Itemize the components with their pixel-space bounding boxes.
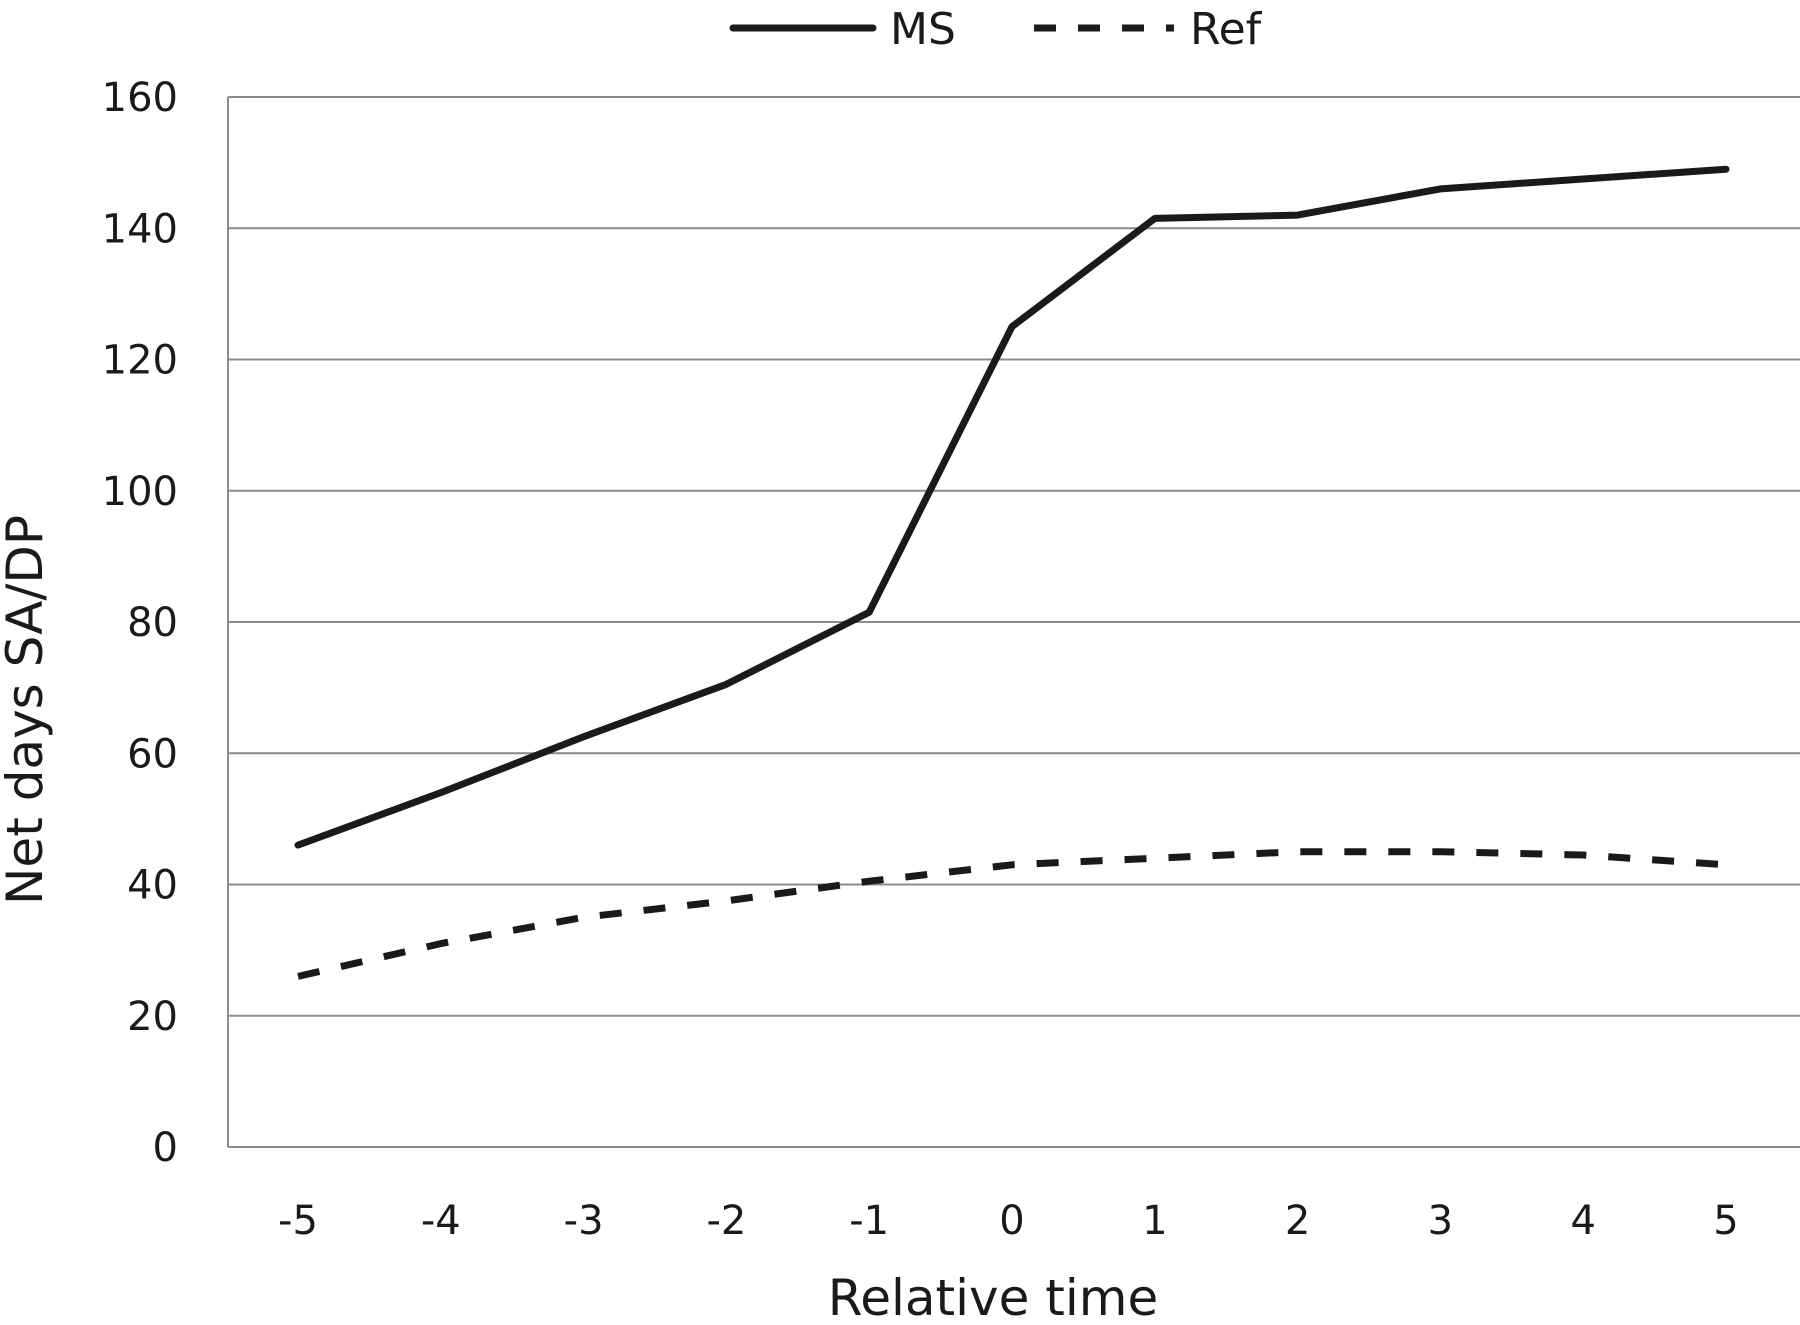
x-tick-label-1: 1 bbox=[1142, 1198, 1167, 1244]
x-tick-label-3: 3 bbox=[1428, 1198, 1453, 1244]
y-tick-labels: 0 20 40 60 80 100 120 140 160 bbox=[102, 75, 178, 1171]
y-tick-label-20: 20 bbox=[127, 994, 178, 1040]
x-tick-label-5: 5 bbox=[1713, 1198, 1738, 1244]
x-tick-labels: -5 -4 -3 -2 -1 0 1 2 3 4 5 bbox=[278, 1198, 1739, 1244]
gridlines bbox=[228, 96, 1800, 1017]
y-tick-label-0: 0 bbox=[153, 1125, 178, 1171]
x-axis-title: Relative time bbox=[828, 1269, 1159, 1325]
x-tick-label-2: 2 bbox=[1285, 1198, 1310, 1244]
y-axis-title: Net days SA/DP bbox=[0, 515, 54, 905]
y-tick-label-80: 80 bbox=[127, 600, 178, 646]
x-tick-label--4: -4 bbox=[421, 1198, 461, 1244]
series-line-ref bbox=[297, 848, 1727, 980]
y-tick-label-100: 100 bbox=[102, 469, 178, 515]
x-tick-label-4: 4 bbox=[1570, 1198, 1595, 1244]
x-tick-label--3: -3 bbox=[564, 1198, 604, 1244]
series-line-ms bbox=[294, 165, 1730, 849]
axes bbox=[227, 97, 1800, 1148]
y-tick-label-160: 160 bbox=[102, 75, 178, 121]
y-tick-label-60: 60 bbox=[127, 731, 178, 777]
series-lines bbox=[294, 165, 1730, 980]
y-tick-label-120: 120 bbox=[102, 338, 178, 384]
legend-label-ref: Ref bbox=[1190, 4, 1263, 55]
x-tick-label--1: -1 bbox=[849, 1198, 889, 1244]
x-tick-label-0: 0 bbox=[999, 1198, 1024, 1244]
y-tick-label-140: 140 bbox=[102, 206, 178, 252]
legend-label-ms: MS bbox=[890, 4, 956, 55]
legend: MS Ref bbox=[729, 4, 1263, 55]
x-tick-label--2: -2 bbox=[706, 1198, 746, 1244]
y-tick-label-40: 40 bbox=[127, 863, 178, 909]
x-tick-label--5: -5 bbox=[278, 1198, 318, 1244]
